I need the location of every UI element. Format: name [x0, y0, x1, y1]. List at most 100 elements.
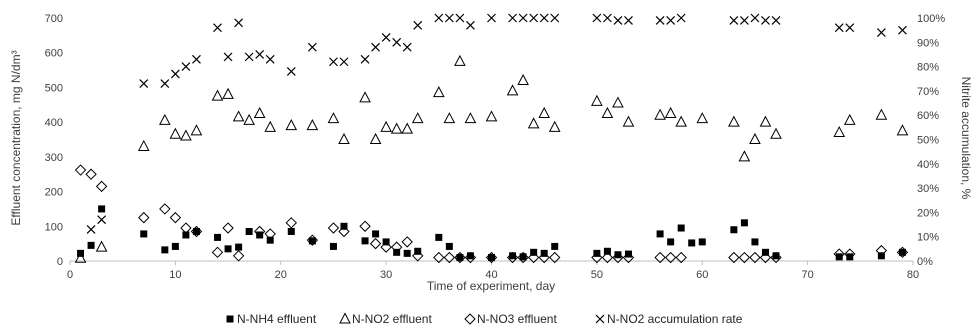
data-point [675, 115, 688, 127]
data-point [833, 248, 845, 260]
data-point [390, 241, 403, 253]
data-point [85, 168, 97, 180]
data-point [329, 57, 338, 67]
data-point [435, 233, 443, 241]
data-point [265, 54, 275, 64]
data-point [286, 67, 296, 76]
data-point [222, 87, 234, 99]
data-point [434, 13, 444, 23]
data-point [759, 251, 772, 264]
data-point [380, 241, 392, 253]
data-point [98, 205, 106, 213]
x-axis-title: Time of experiment, day [427, 279, 555, 293]
x-tick-label: 70 [802, 269, 814, 281]
left-axis: 0 100 200 300 400 500 600 700 [45, 13, 63, 268]
data-point [601, 251, 614, 264]
data-point [730, 226, 738, 234]
data-point [360, 54, 370, 64]
data-point [613, 16, 623, 25]
data-point [244, 52, 254, 62]
data-point [601, 106, 614, 118]
data-point [161, 246, 169, 254]
data-point [456, 254, 464, 262]
x-tick-label: 50 [591, 269, 603, 281]
data-point [551, 242, 559, 250]
series-n-no3-effluent [74, 164, 909, 264]
data-point [729, 16, 739, 25]
y2-tick-label: 70% [917, 86, 939, 98]
data-point [517, 251, 529, 264]
right-axis: 0% 10% 20% 30% 40% 50% 60% 70% 80% 90% 100% [917, 13, 945, 268]
data-point [369, 237, 382, 250]
data-point [770, 127, 782, 139]
data-point [602, 13, 612, 23]
data-point [287, 227, 295, 235]
y2-tick-label: 90% [917, 37, 939, 49]
data-point [264, 120, 277, 132]
data-point [896, 246, 909, 259]
data-point [234, 18, 244, 28]
data-point [519, 253, 527, 261]
data-point [285, 217, 297, 229]
data-point [664, 106, 677, 118]
data-point [770, 251, 782, 264]
data-point [655, 16, 665, 25]
data-point [372, 230, 380, 238]
data-point [771, 16, 781, 25]
data-point [256, 231, 264, 239]
data-point [401, 236, 413, 248]
data-point [380, 120, 392, 132]
y-tick-label: 400 [45, 117, 63, 129]
data-point [140, 230, 148, 238]
data-point [506, 251, 519, 264]
data-point [464, 112, 477, 124]
data-point [255, 50, 265, 59]
y-axis-title: Effluent concentration, mg N/dm³ [9, 50, 23, 225]
y-tick-label: 500 [45, 82, 63, 94]
data-point [875, 244, 888, 257]
data-point [550, 13, 560, 23]
data-point [622, 115, 635, 127]
data-point [192, 54, 201, 64]
data-point [875, 108, 888, 120]
data-point [443, 251, 456, 264]
data-point [412, 250, 424, 262]
data-point [548, 120, 561, 132]
data-point [171, 242, 179, 250]
data-point [181, 62, 191, 72]
data-point [676, 13, 686, 23]
x-tick-label: 80 [907, 269, 919, 281]
data-point [402, 42, 412, 52]
data-point [527, 251, 540, 264]
y2-tick-label: 20% [917, 207, 939, 219]
bottom-axis: 0 10 20 30 40 50 60 70 80 [67, 261, 919, 281]
data-point [833, 125, 846, 138]
data-point [454, 54, 466, 66]
y2-tick-label: 10% [917, 232, 939, 244]
data-point [159, 113, 171, 125]
data-point [169, 211, 182, 224]
data-point [845, 23, 855, 33]
data-point [488, 254, 495, 262]
data-point [232, 110, 245, 122]
data-point [169, 127, 182, 139]
data-point [603, 247, 611, 255]
data-point [834, 23, 844, 33]
data-point [593, 249, 601, 257]
data-point [138, 211, 150, 224]
data-point [612, 251, 624, 264]
data-point [401, 122, 414, 134]
data-point [591, 251, 603, 264]
data-point [749, 132, 761, 144]
data-point [487, 13, 496, 23]
data-point [329, 242, 337, 250]
y-tick-label: 600 [45, 48, 63, 60]
legend-item: N-NO2 accumulation rate [595, 312, 743, 326]
data-point [464, 251, 477, 264]
data-point [549, 251, 561, 264]
x-tick-label: 10 [169, 269, 181, 281]
legend-marker [595, 314, 605, 324]
legend-marker [339, 312, 351, 324]
data-point [222, 222, 234, 234]
